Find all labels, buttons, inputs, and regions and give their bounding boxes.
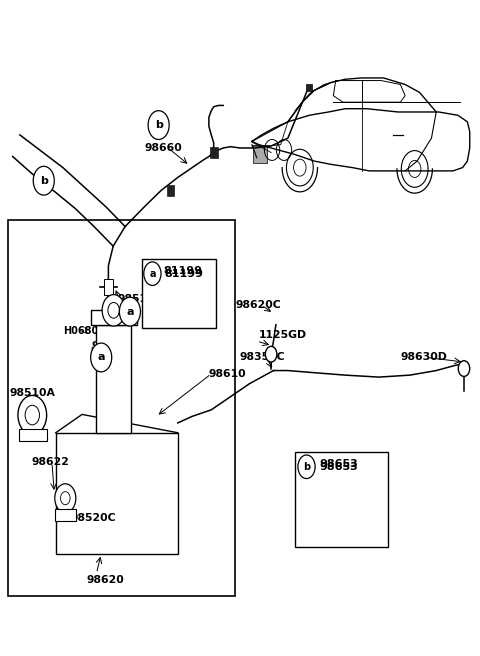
Circle shape bbox=[91, 343, 112, 372]
Text: 98610: 98610 bbox=[209, 369, 247, 379]
Circle shape bbox=[148, 111, 169, 140]
Circle shape bbox=[120, 297, 141, 326]
Text: 81199: 81199 bbox=[165, 269, 204, 279]
Text: 1125GD: 1125GD bbox=[259, 329, 307, 340]
Text: b: b bbox=[155, 120, 163, 130]
Text: 98623: 98623 bbox=[92, 341, 130, 352]
Circle shape bbox=[102, 295, 125, 326]
Bar bbox=[56, 433, 178, 554]
Bar bbox=[8, 220, 235, 596]
Bar bbox=[167, 185, 174, 195]
Text: 81199: 81199 bbox=[163, 266, 203, 276]
Bar bbox=[55, 509, 76, 521]
Bar bbox=[96, 325, 131, 433]
Text: b: b bbox=[40, 176, 48, 186]
Circle shape bbox=[18, 396, 47, 435]
Text: a: a bbox=[126, 306, 133, 317]
Bar bbox=[306, 84, 312, 91]
Text: 98622: 98622 bbox=[32, 457, 70, 467]
Text: H0680R: H0680R bbox=[63, 325, 106, 336]
Circle shape bbox=[144, 262, 161, 285]
Circle shape bbox=[298, 455, 315, 479]
Circle shape bbox=[33, 167, 54, 195]
Text: 98516: 98516 bbox=[118, 293, 156, 304]
Text: 98620: 98620 bbox=[87, 575, 125, 585]
Bar bbox=[142, 259, 216, 328]
Bar bbox=[295, 453, 388, 547]
Text: 98630D: 98630D bbox=[400, 352, 447, 363]
Text: 98520C: 98520C bbox=[70, 513, 116, 523]
Text: 98620C: 98620C bbox=[235, 300, 281, 310]
Text: 98653: 98653 bbox=[319, 462, 358, 472]
Text: 98510A: 98510A bbox=[9, 388, 55, 398]
Text: 98653: 98653 bbox=[319, 459, 358, 469]
Bar bbox=[104, 279, 113, 295]
Bar bbox=[91, 310, 137, 325]
Circle shape bbox=[55, 483, 76, 512]
Bar bbox=[19, 430, 47, 441]
Text: a: a bbox=[97, 352, 105, 363]
Text: 98660: 98660 bbox=[144, 143, 182, 153]
Circle shape bbox=[458, 361, 470, 377]
Bar bbox=[253, 145, 267, 163]
Text: b: b bbox=[303, 462, 310, 472]
Text: a: a bbox=[149, 269, 156, 279]
Circle shape bbox=[265, 346, 277, 362]
Text: 98350C: 98350C bbox=[240, 352, 286, 363]
Bar bbox=[210, 148, 217, 158]
